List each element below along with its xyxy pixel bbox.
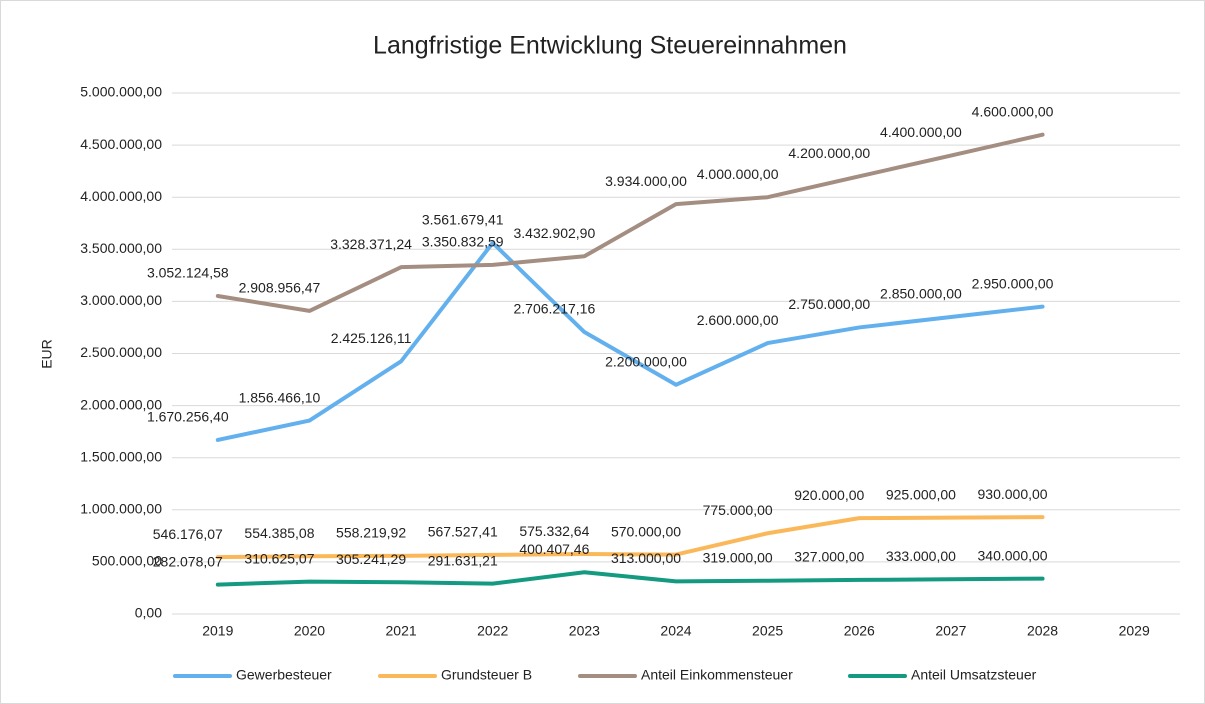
- data-label: 2.908.956,47: [239, 280, 321, 296]
- x-tick-label: 2024: [660, 623, 691, 639]
- x-tick-label: 2029: [1119, 623, 1150, 639]
- data-label: 1.856.466,10: [239, 389, 321, 405]
- y-tick-label: 4.000.000,00: [80, 188, 162, 204]
- y-axis-title: EUR: [39, 339, 55, 369]
- data-label: 333.000,00: [886, 548, 956, 564]
- x-tick-label: 2022: [477, 623, 508, 639]
- legend-label: Grundsteuer B: [441, 667, 532, 683]
- data-label: 775.000,00: [703, 502, 773, 518]
- data-label: 2.200.000,00: [605, 353, 687, 369]
- y-tick-label: 3.500.000,00: [80, 240, 162, 256]
- data-label: 4.200.000,00: [788, 145, 870, 161]
- x-tick-label: 2027: [935, 623, 966, 639]
- y-tick-label: 1.500.000,00: [80, 448, 162, 464]
- data-label: 305.241,29: [336, 551, 406, 567]
- y-tick-label: 3.000.000,00: [80, 292, 162, 308]
- data-label: 400.407,46: [519, 541, 589, 557]
- data-label: 310.625,07: [244, 550, 314, 566]
- series-line: [215, 570, 1045, 587]
- y-tick-label: 5.000.000,00: [80, 84, 162, 100]
- data-label: 3.432.902,90: [513, 225, 595, 241]
- data-label: 3.350.832,59: [422, 234, 504, 250]
- legend-label: Anteil Einkommensteuer: [641, 667, 793, 683]
- x-tick-label: 2025: [752, 623, 783, 639]
- data-label: 930.000,00: [978, 486, 1048, 502]
- data-label: 570.000,00: [611, 523, 681, 539]
- data-label: 3.328.371,24: [330, 236, 412, 252]
- y-tick-label: 1.000.000,00: [80, 501, 162, 517]
- y-tick-label: 2.500.000,00: [80, 344, 162, 360]
- x-tick-label: 2023: [569, 623, 600, 639]
- chart-title: Langfristige Entwicklung Steuereinnahmen: [373, 32, 847, 60]
- data-label: 2.706.217,16: [513, 301, 595, 317]
- x-tick-label: 2021: [386, 623, 417, 639]
- data-label: 319.000,00: [703, 549, 773, 565]
- data-label: 282.078,07: [153, 553, 223, 569]
- data-label: 554.385,08: [244, 525, 314, 541]
- data-label: 2.600.000,00: [697, 312, 779, 328]
- data-label: 3.934.000,00: [605, 173, 687, 189]
- data-label: 327.000,00: [794, 549, 864, 565]
- data-label: 4.000.000,00: [697, 166, 779, 182]
- data-label: 558.219,92: [336, 525, 406, 541]
- legend-label: Anteil Umsatzsteuer: [911, 667, 1037, 683]
- data-label: 2.750.000,00: [788, 296, 870, 312]
- data-label: 3.561.679,41: [422, 212, 504, 228]
- legend-label: Gewerbesteuer: [236, 667, 332, 683]
- data-label: 1.670.256,40: [147, 409, 229, 425]
- data-label: 575.332,64: [519, 523, 589, 539]
- data-label: 313.000,00: [611, 550, 681, 566]
- y-tick-label: 2.000.000,00: [80, 396, 162, 412]
- data-label: 567.527,41: [428, 524, 498, 540]
- x-tick-label: 2026: [844, 623, 875, 639]
- data-label: 291.631,21: [428, 552, 498, 568]
- data-label: 2.850.000,00: [880, 286, 962, 302]
- series-line: [215, 240, 1045, 442]
- data-label: 2.950.000,00: [972, 275, 1054, 291]
- data-label: 920.000,00: [794, 487, 864, 503]
- y-tick-label: 0,00: [135, 605, 162, 621]
- x-tick-label: 2019: [202, 623, 233, 639]
- series-line: [215, 132, 1045, 313]
- data-label: 4.600.000,00: [972, 103, 1054, 119]
- data-label: 3.052.124,58: [147, 265, 229, 281]
- data-label: 4.400.000,00: [880, 124, 962, 140]
- data-label: 340.000,00: [978, 547, 1048, 563]
- y-tick-label: 500.000,00: [92, 553, 162, 569]
- series-line: [215, 515, 1045, 560]
- data-label: 2.425.126,11: [331, 330, 412, 346]
- y-tick-label: 4.500.000,00: [80, 136, 162, 152]
- x-tick-label: 2020: [294, 623, 325, 639]
- data-label: 925.000,00: [886, 486, 956, 502]
- x-tick-label: 2028: [1027, 623, 1058, 639]
- data-label: 546.176,07: [153, 526, 223, 542]
